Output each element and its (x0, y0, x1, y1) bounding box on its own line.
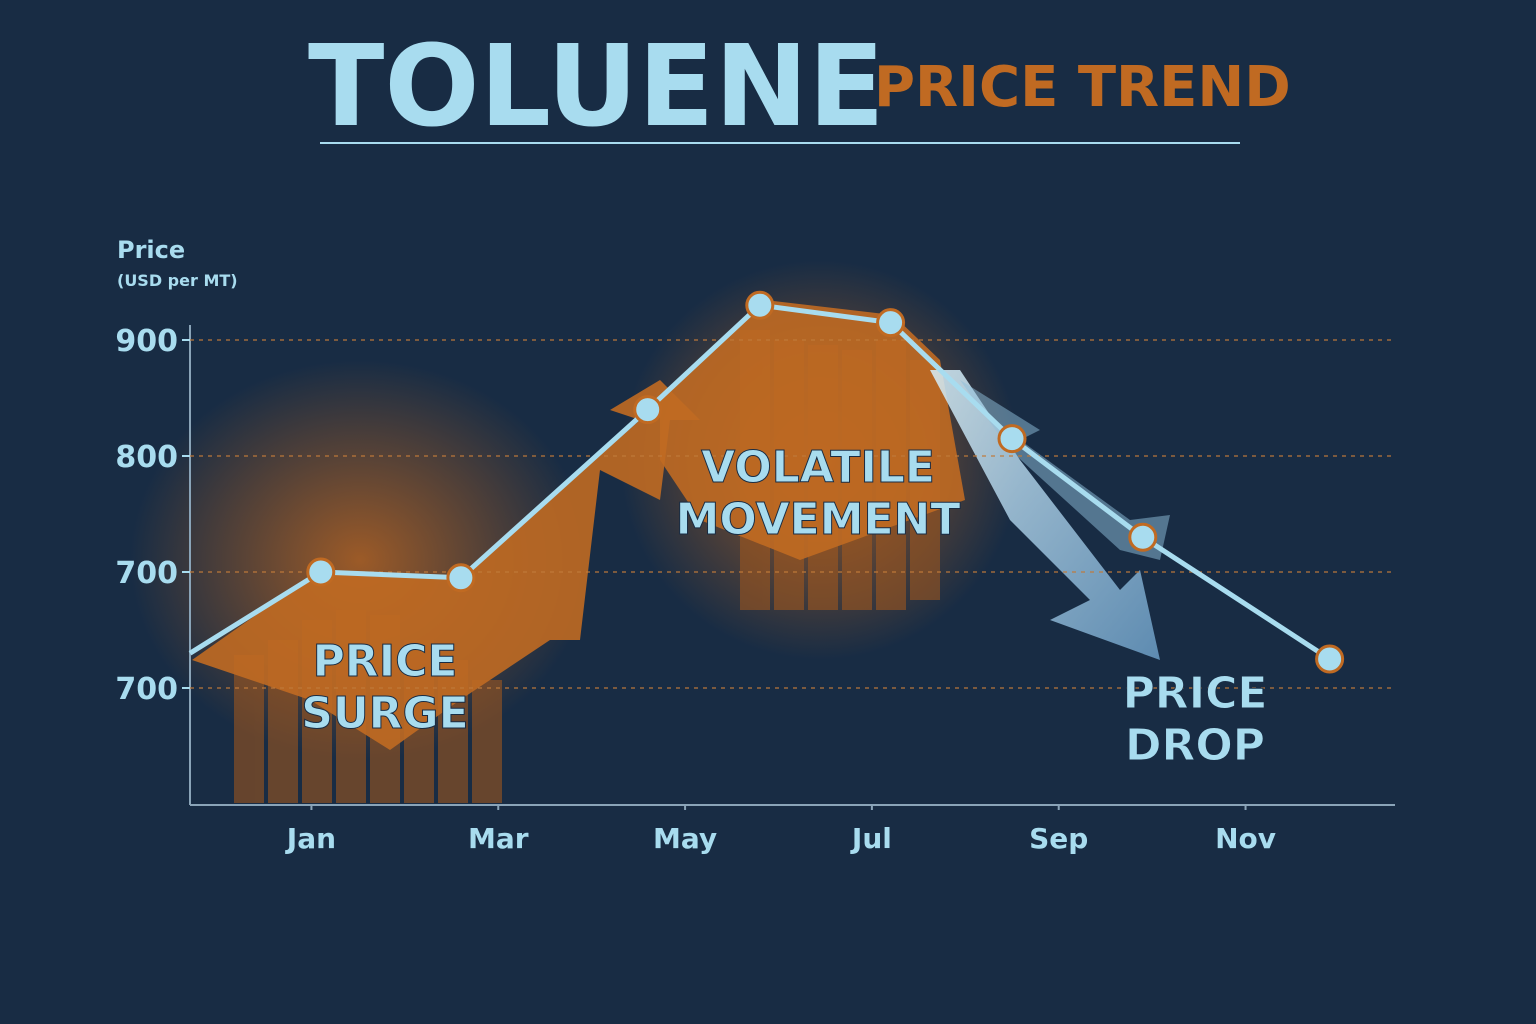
chart-subtitle: PRICE TREND (874, 55, 1291, 120)
drop-arrow (930, 370, 1160, 660)
x-tick-label: May (653, 822, 717, 855)
annotation: SURGE (301, 688, 468, 739)
chart-title: TOLUENE (308, 22, 885, 152)
x-tick-label: Sep (1029, 822, 1088, 855)
x-tick-label: Nov (1215, 822, 1276, 855)
y-tick-label: 700 (115, 672, 178, 707)
data-point (876, 308, 906, 338)
data-point (306, 557, 336, 587)
x-tick-label: Mar (468, 822, 529, 855)
surge-arrow (192, 380, 700, 750)
data-point (633, 395, 663, 425)
y-tick-label: 900 (115, 324, 178, 359)
annotation: PRICE (313, 636, 458, 687)
data-point (745, 290, 775, 320)
annotation: MOVEMENT (676, 494, 961, 545)
x-tick-label: Jul (850, 822, 892, 855)
y-tick-label: 700 (115, 556, 178, 591)
y-axis-unit: (USD per MT) (117, 271, 238, 290)
annotation: PRICE (1123, 668, 1268, 719)
data-point (997, 424, 1027, 454)
volatile-shape (660, 300, 965, 560)
annotation: VOLATILE (701, 442, 935, 493)
data-point (446, 563, 476, 593)
x-tick-label: Jan (285, 822, 336, 855)
y-tick-label: 800 (115, 440, 178, 475)
annotation: DROP (1125, 720, 1265, 771)
data-point (1128, 522, 1158, 552)
y-axis-label: Price (117, 236, 185, 264)
data-point (1315, 644, 1345, 674)
